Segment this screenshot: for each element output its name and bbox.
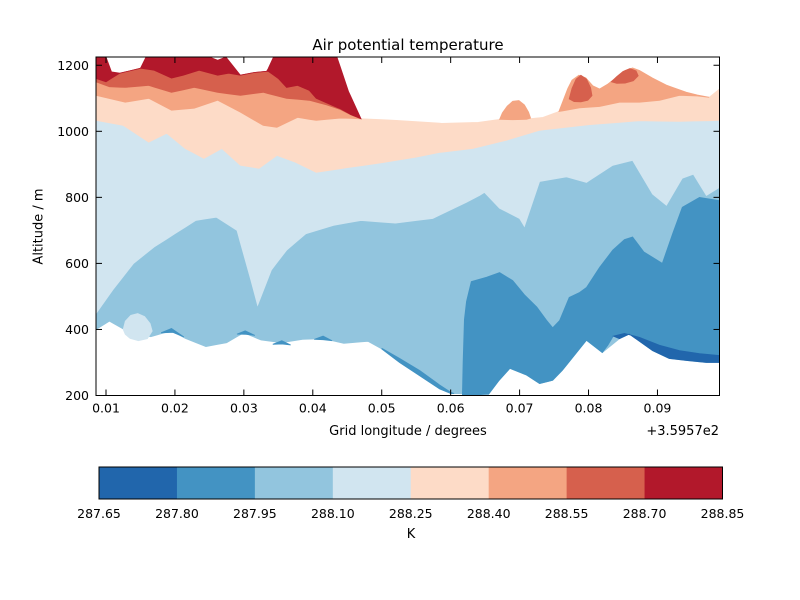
colorbar-tick-label: 288.70 (623, 506, 667, 521)
colorbar-cell (176, 467, 256, 499)
y-tick-label: 600 (65, 256, 89, 271)
x-tick-label: 0.06 (437, 401, 465, 416)
x-tick-label: 0.07 (506, 401, 534, 416)
colorbar-frame (98, 466, 723, 500)
y-tick-label: 200 (65, 388, 89, 403)
colorbar-cell (410, 467, 490, 499)
medium-sliver-1 (160, 328, 185, 338)
colorbar-cell (332, 467, 412, 499)
y-tick-label: 1000 (57, 124, 89, 139)
colorbar-cell (566, 467, 646, 499)
colorbar-cell (488, 467, 568, 499)
x-tick-label: 0.08 (575, 401, 603, 416)
x-axis-offset-text: +3.5957e2 (646, 424, 719, 439)
red-core-2 (610, 68, 639, 84)
colorbar-tick-label: 288.85 (701, 506, 745, 521)
navy-sliver-right (612, 332, 720, 363)
x-tick-label: 0.02 (161, 401, 189, 416)
colorbar-tick-label: 287.95 (233, 506, 277, 521)
colorbar-tick-label: 287.65 (77, 506, 121, 521)
pale-blue-island (122, 313, 153, 342)
medium-sliver-4 (314, 335, 333, 342)
x-tick-label: 0.01 (92, 401, 120, 416)
colorbar-tick-label: 287.80 (155, 506, 199, 521)
chart-title: Air potential temperature (312, 36, 504, 54)
orange-island (499, 100, 532, 121)
colorbar-cell (99, 467, 178, 499)
y-tick-label: 1200 (57, 58, 89, 73)
colorbar-tick-label: 288.40 (467, 506, 511, 521)
y-tick-label: 800 (65, 190, 89, 205)
colorbar-cell (254, 467, 334, 499)
x-tick-label: 0.04 (299, 401, 327, 416)
contour-fill-group (96, 57, 720, 396)
plot-frame (95, 56, 720, 396)
red-core-1 (568, 74, 593, 103)
x-tick-label: 0.09 (644, 401, 672, 416)
y-tick-label: 400 (65, 322, 89, 337)
medium-blue-mass (461, 196, 720, 396)
colorbar-tick-label: 288.10 (311, 506, 355, 521)
colorbar-tick-label: 288.25 (389, 506, 433, 521)
x-tick-label: 0.03 (230, 401, 258, 416)
x-axis-label: Grid longitude / degrees (329, 424, 487, 439)
x-tick-label: 0.05 (368, 401, 396, 416)
colorbar-cell (644, 467, 723, 499)
colorbar-tick-label: 288.55 (545, 506, 589, 521)
colorbar-label: K (406, 527, 416, 542)
medium-sliver-2 (236, 330, 256, 336)
medium-blue-tongue (380, 348, 455, 394)
band-darkred-left (96, 57, 362, 120)
medium-sliver-3 (272, 340, 291, 346)
